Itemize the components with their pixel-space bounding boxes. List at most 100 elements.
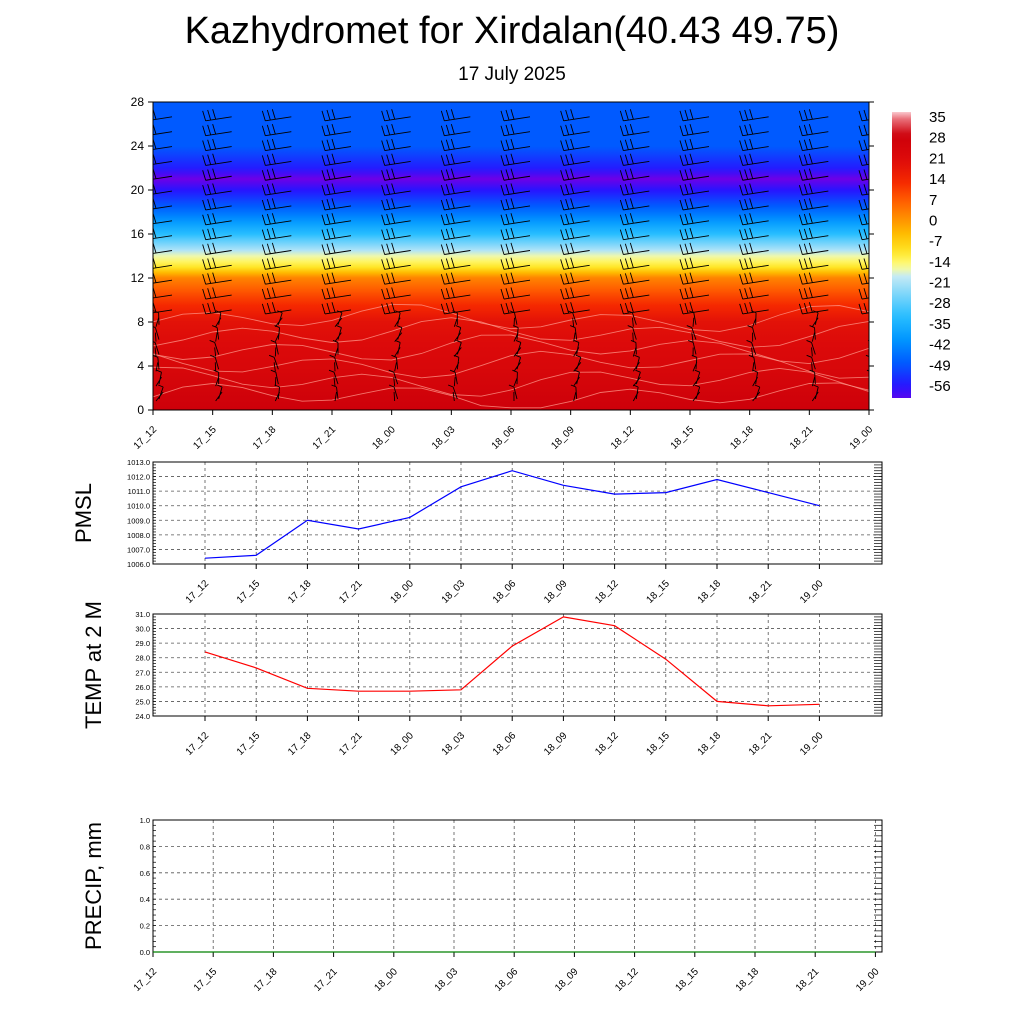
x-tick-label: 18_12 — [613, 966, 641, 994]
wind-barb — [153, 302, 173, 314]
y-tick-label: 1006.0 — [127, 560, 150, 569]
wind-barb — [739, 272, 769, 285]
wind-barb — [381, 168, 411, 181]
wind-barb — [573, 340, 580, 357]
wind-barb — [453, 325, 462, 342]
wind-barb — [679, 109, 710, 122]
wind-barb — [560, 109, 590, 122]
wind-barb — [858, 198, 869, 211]
x-tick-label: 18_18 — [734, 966, 762, 994]
wind-barb — [388, 384, 399, 402]
wind-barb — [381, 242, 411, 255]
wind-barb — [381, 123, 411, 137]
x-tick-label: 18_21 — [747, 730, 775, 758]
wind-barb — [440, 287, 471, 300]
x-tick-label: 17_18 — [286, 730, 314, 758]
wind-barb — [809, 325, 816, 342]
x-tick-label: 18_03 — [440, 730, 468, 758]
wind-barb — [321, 123, 352, 137]
contour-line — [153, 317, 869, 348]
wind-barb — [268, 354, 279, 372]
wind-barb — [798, 168, 829, 181]
wind-barb — [798, 213, 829, 226]
y-tick-label: 0.0 — [140, 948, 150, 957]
wind-barb — [261, 227, 292, 241]
wind-barb — [619, 213, 650, 226]
x-tick-label: 18_00 — [372, 966, 400, 994]
x-tick-label: 18_15 — [644, 578, 672, 606]
wind-barb — [619, 242, 650, 255]
wind-barb — [381, 272, 411, 285]
wind-barb — [806, 354, 816, 372]
wind-barb — [261, 183, 292, 196]
y-tick-label: 0.6 — [140, 869, 150, 878]
y-tick-label: 1010.0 — [127, 502, 150, 511]
wind-barb — [866, 369, 869, 372]
wind-barb — [381, 138, 411, 151]
colorbar-label: -56 — [929, 378, 951, 395]
wind-barb — [153, 109, 173, 121]
wind-barb — [331, 384, 339, 402]
wind-barb — [560, 257, 590, 270]
wind-barb — [394, 340, 401, 357]
wind-barb — [858, 242, 869, 255]
x-tick-label: 18_06 — [491, 578, 519, 606]
wind-barb — [512, 369, 518, 387]
x-tick-label: 18_12 — [593, 730, 621, 758]
wind-barb — [679, 213, 710, 226]
colorbar-fill — [892, 112, 911, 398]
wind-barb — [391, 354, 399, 372]
wind-barb — [858, 302, 869, 315]
wind-barb — [321, 138, 352, 151]
wind-barb — [752, 384, 761, 402]
colorbar-label: -14 — [929, 254, 951, 271]
wind-barb — [211, 325, 220, 342]
wind-barb — [619, 153, 650, 166]
wind-barb — [858, 257, 869, 270]
wind-barb — [560, 227, 590, 241]
wind-barb — [752, 369, 759, 387]
wind-barb — [858, 109, 869, 122]
wind-barb — [153, 123, 173, 136]
x-tick-label: 18_15 — [673, 966, 701, 994]
x-tick-label: 17_12 — [132, 424, 160, 452]
wind-barb — [440, 138, 471, 151]
y-tick-label: 28.0 — [135, 654, 150, 663]
wind-barb — [202, 213, 232, 226]
wind-barb — [440, 242, 471, 255]
wind-barb — [381, 213, 411, 226]
wind-barb — [202, 153, 232, 166]
wind-barbs — [153, 109, 877, 402]
wind-barb — [798, 138, 829, 151]
wind-barb — [560, 242, 590, 255]
wind-barb — [153, 168, 173, 180]
wind-barb — [500, 183, 531, 196]
wind-barb — [209, 340, 220, 357]
colorbar-label: 28 — [929, 130, 946, 147]
wind-barb — [872, 326, 877, 342]
wind-barb — [202, 123, 232, 137]
wind-barb — [500, 272, 531, 285]
pmsl-panel: 1006.0 1007.0 1008.0 1009.0 1010.0 1011.0 1012… — [71, 458, 883, 606]
colorbar-label: 7 — [929, 192, 937, 209]
wind-barb — [560, 198, 590, 211]
wind-barb — [500, 109, 531, 122]
wind-barb — [261, 302, 292, 315]
y-tick-label: 31.0 — [135, 610, 150, 619]
x-tick-label: 18_06 — [490, 424, 518, 452]
wind-barb — [679, 198, 710, 211]
y-tick-label: 12 — [131, 271, 145, 285]
wind-barb — [739, 227, 769, 241]
colorbar-label: -7 — [929, 233, 942, 250]
y-tick-label: 29.0 — [135, 639, 150, 648]
wind-barb — [811, 384, 819, 402]
x-tick-label: 17_21 — [312, 966, 340, 994]
wind-barb — [153, 326, 160, 342]
wind-barb — [798, 287, 829, 300]
wind-barb — [440, 168, 471, 181]
temp-panel: 24.0 25.0 26.0 27.0 28.0 29.0 30.0 31.0 17_12 17_… — [81, 601, 883, 758]
contour-line — [153, 382, 869, 409]
wind-barb — [858, 168, 869, 181]
wind-barb — [453, 340, 462, 357]
